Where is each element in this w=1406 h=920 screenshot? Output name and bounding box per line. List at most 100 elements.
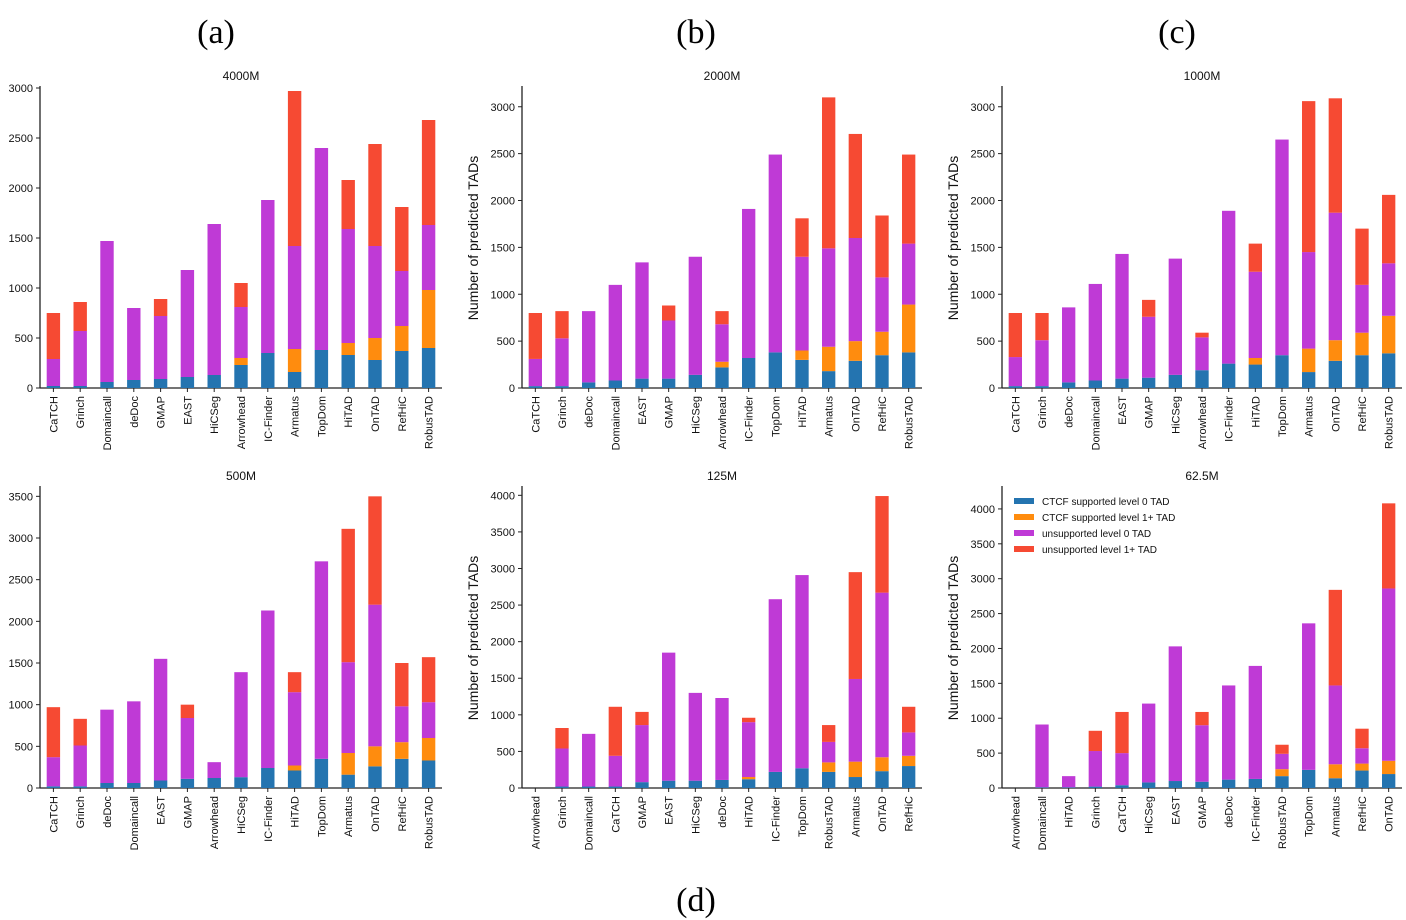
bar-ctcf-level0-east xyxy=(180,377,195,388)
bar-unsup-level0-east xyxy=(153,658,168,781)
panel-label-c: (c) xyxy=(1158,14,1196,51)
bar-ctcf-level0-gmap xyxy=(180,778,195,788)
bar-ctcf-level1-ontad xyxy=(1382,760,1396,775)
chart-title: 2000M xyxy=(704,69,741,83)
bar-ctcf-level0-robustad xyxy=(1275,776,1289,788)
x-tick-label: GMAP xyxy=(1144,396,1156,428)
bar-unsup-level0-arrowhead xyxy=(234,307,248,358)
bar-unsup-level0-topdom xyxy=(795,575,809,769)
bar-ctcf-level0-hitad xyxy=(1248,364,1262,388)
bar-ctcf-level1-armatus xyxy=(341,753,355,775)
bar-ctcf-level0-arrowhead xyxy=(207,778,221,788)
bar-ctcf-level0-ontad xyxy=(875,771,889,788)
bar-ctcf-level1-refhic xyxy=(1355,763,1369,771)
bar-unsup-level0-gmap xyxy=(1195,725,1209,782)
y-tick-label: 2500 xyxy=(971,609,995,621)
bar-ctcf-level0-dedoc xyxy=(127,380,141,388)
x-tick-label: Domaincall xyxy=(102,396,114,450)
x-tick-label: Domaincall xyxy=(129,796,141,850)
x-tick-label: HiCSeg xyxy=(1144,796,1156,834)
chart-title: 500M xyxy=(226,469,256,483)
bar-unsup-level0-catch xyxy=(46,359,61,386)
x-tick-label: EAST xyxy=(637,396,649,425)
bar-unsup-level1-robustad xyxy=(421,657,436,703)
bar-unsup-level1-robustad xyxy=(421,120,436,225)
bar-ctcf-level0-gmap xyxy=(1142,377,1156,388)
bar-unsup-level1-arrowhead xyxy=(1195,332,1209,338)
y-tick-label: 500 xyxy=(15,741,33,753)
bar-unsup-level1-catch xyxy=(528,313,542,359)
bar-unsup-level1-catch xyxy=(46,313,61,359)
bar-unsup-level1-grinch xyxy=(73,302,87,331)
bar-unsup-level0-refhic xyxy=(1355,284,1369,333)
bar-unsup-level0-domaincall xyxy=(608,284,622,381)
bar-unsup-level0-hicseg xyxy=(1142,703,1156,783)
bar-ctcf-level0-ontad xyxy=(1382,774,1396,788)
x-tick-label: EAST xyxy=(664,796,676,825)
bar-ctcf-level0-armatus xyxy=(848,777,862,788)
bar-unsup-level0-east xyxy=(1168,646,1182,782)
panel-label-d: (d) xyxy=(676,882,716,919)
x-tick-label: IC-Finder xyxy=(1250,796,1262,842)
chart-title: 125M xyxy=(707,469,737,483)
y-axis-label: Number of predicted TADs xyxy=(465,556,481,720)
x-tick-label: RefHiC xyxy=(877,396,889,432)
bar-ctcf-level1-arrowhead xyxy=(234,358,248,365)
bar-ctcf-level0-topdom xyxy=(768,352,782,388)
bar-ctcf-level1-arrowhead xyxy=(715,361,729,368)
bar-unsup-level0-grinch xyxy=(555,748,569,787)
bar-unsup-level0-dedoc xyxy=(715,698,729,780)
x-tick-label: HiCSeg xyxy=(690,796,702,834)
y-tick-label: 3000 xyxy=(971,102,995,114)
x-tick-label: RobusTAD xyxy=(824,796,836,849)
bar-unsup-level1-hitad xyxy=(742,717,756,723)
x-tick-label: OnTAD xyxy=(1384,796,1396,832)
bar-unsup-level0-domaincall xyxy=(100,241,114,382)
x-tick-label: HiCSeg xyxy=(1170,396,1182,434)
bar-ctcf-level0-ic-finder xyxy=(261,353,275,388)
bar-unsup-level0-ic-finder xyxy=(742,208,756,358)
bar-unsup-level0-dedoc xyxy=(1222,685,1236,780)
y-tick-label: 1500 xyxy=(491,242,515,254)
bar-unsup-level1-hitad xyxy=(1248,243,1262,272)
x-tick-label: Arrowhead xyxy=(1010,796,1022,849)
x-tick-label: EAST xyxy=(1117,396,1129,425)
bar-unsup-level1-ontad xyxy=(368,144,382,246)
bar-unsup-level1-robustad xyxy=(1275,744,1289,754)
x-tick-label: IC-Finder xyxy=(263,396,275,442)
y-tick-label: 500 xyxy=(977,748,995,760)
x-tick-label: CaTCH xyxy=(610,796,622,833)
x-tick-label: IC-Finder xyxy=(770,796,782,842)
bar-unsup-level1-armatus xyxy=(287,91,302,246)
bar-unsup-level1-grinch xyxy=(555,311,569,339)
bar-ctcf-level1-hitad xyxy=(795,350,809,360)
x-tick-label: CaTCH xyxy=(1117,796,1129,833)
x-tick-label: RefHiC xyxy=(904,796,916,832)
x-tick-label: Grinch xyxy=(1037,396,1049,428)
y-tick-label: 3500 xyxy=(9,491,33,503)
bar-unsup-level1-arrowhead xyxy=(234,283,248,307)
y-tick-label: 500 xyxy=(15,333,33,345)
bar-unsup-level0-ic-finder xyxy=(261,610,275,768)
bar-ctcf-level0-robustad xyxy=(902,352,916,388)
y-tick-label: 1500 xyxy=(971,242,995,254)
bar-unsup-level0-catch xyxy=(608,755,622,787)
bar-unsup-level0-armatus xyxy=(341,662,355,753)
bar-unsup-level1-refhic xyxy=(875,215,889,278)
y-tick-label: 2500 xyxy=(9,575,33,587)
y-axis-label: Number of predicted TADs xyxy=(945,556,961,720)
x-tick-label: GMAP xyxy=(156,396,168,428)
bar-unsup-level1-ontad xyxy=(1328,98,1342,213)
bar-ctcf-level0-gmap xyxy=(662,378,676,388)
bar-unsup-level0-dedoc xyxy=(127,308,141,380)
bar-unsup-level0-armatus xyxy=(848,678,862,762)
bar-unsup-level0-grinch xyxy=(73,745,87,787)
bar-ctcf-level0-robustad xyxy=(822,771,836,788)
bar-unsup-level0-refhic xyxy=(395,706,409,743)
bar-ctcf-level0-armatus xyxy=(822,371,836,388)
bar-unsup-level1-catch xyxy=(46,707,61,758)
bar-ctcf-level0-robustad xyxy=(421,760,436,788)
bar-ctcf-level0-hitad xyxy=(742,779,756,788)
bar-unsup-level1-grinch xyxy=(1035,313,1049,341)
bar-unsup-level0-topdom xyxy=(314,148,329,350)
